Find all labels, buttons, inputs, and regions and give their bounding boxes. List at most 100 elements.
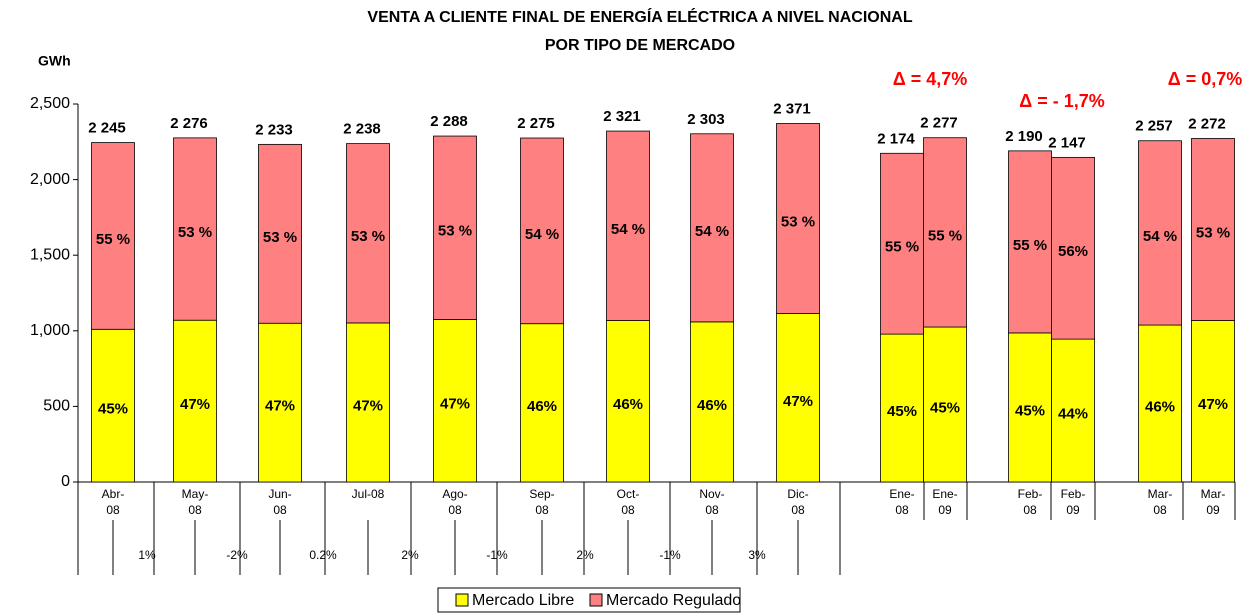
y-tick-label: 1,500: [30, 246, 70, 263]
x-tick-label: Ago-08: [442, 487, 468, 517]
x-tick-label: Ene-08: [889, 487, 915, 517]
bar-segment: [520, 137, 564, 325]
bar-segment: [1008, 332, 1052, 483]
x-tick-label: Oct-08: [616, 487, 640, 517]
segment-label: 53 %: [351, 228, 385, 245]
bar-segment: [346, 143, 390, 324]
segment-label: 53 %: [178, 224, 212, 241]
change-label: -1%: [486, 548, 508, 562]
chart-subtitle: POR TIPO DE MERCADO: [545, 37, 735, 54]
legend-swatch: [589, 593, 603, 607]
bar-segment: [776, 313, 820, 483]
change-label: 2%: [401, 548, 419, 562]
total-label: 2 174: [877, 130, 915, 147]
x-tick-label: Feb-08: [1017, 487, 1043, 517]
annotation: Δ = 4,7%: [893, 69, 967, 89]
change-label: -2%: [226, 548, 248, 562]
bar-segment: [173, 137, 217, 321]
x-tick-label: May-08: [181, 487, 209, 517]
segment-label: 56%: [1058, 243, 1088, 260]
total-label: 2 277: [920, 115, 958, 132]
segment-label: 53 %: [781, 214, 815, 231]
change-label: 3%: [748, 548, 766, 562]
segment-label: 45%: [887, 403, 917, 420]
total-label: 2 276: [170, 115, 208, 132]
x-tick-label: Jun-08: [268, 487, 292, 517]
annotation: Δ = 0,7%: [1168, 69, 1242, 89]
change-label: 1%: [138, 548, 156, 562]
total-label: 2 272: [1188, 115, 1226, 132]
total-label: 2 257: [1135, 118, 1173, 135]
x-tick-label: Abr-08: [101, 487, 125, 517]
total-label: 2 303: [687, 111, 725, 128]
x-tick-label: Mar-08: [1147, 487, 1173, 517]
y-tick-label: 1,000: [30, 322, 70, 339]
bar-segment: [91, 142, 135, 330]
bar-segment: [173, 319, 217, 483]
segment-label: 55 %: [885, 239, 919, 256]
segment-label: 46%: [697, 397, 727, 414]
bar-segment: [1138, 140, 1182, 326]
total-label: 2 321: [603, 108, 641, 125]
bar-segment: [433, 319, 477, 483]
segment-label: 54 %: [1143, 228, 1177, 245]
bar-segment: [776, 123, 820, 314]
annotation: Δ = - 1,7%: [1019, 91, 1104, 111]
bar-segment: [690, 133, 734, 323]
segment-label: 53 %: [263, 229, 297, 246]
segment-label: 47%: [265, 398, 295, 415]
segment-label: 44%: [1058, 406, 1088, 423]
segment-label: 47%: [180, 396, 210, 413]
bar-segment: [91, 328, 135, 483]
total-label: 2 288: [430, 113, 468, 130]
chart-title: VENTA A CLIENTE FINAL DE ENERGÍA ELÉCTRI…: [367, 7, 912, 26]
legend-label: Mercado Regulado: [606, 592, 741, 609]
segment-label: 53 %: [438, 223, 472, 240]
change-label: 2%: [576, 548, 594, 562]
segment-label: 54 %: [611, 221, 645, 238]
segment-label: 46%: [1145, 398, 1175, 415]
bar-segment: [1191, 320, 1235, 483]
legend-label: Mercado Libre: [472, 592, 574, 609]
segment-label: 55 %: [96, 231, 130, 248]
bar-segment: [690, 321, 734, 483]
bar-segment: [258, 143, 302, 324]
segment-label: 54 %: [695, 223, 729, 240]
change-label: -1%: [659, 548, 681, 562]
segment-label: 47%: [353, 397, 383, 414]
segment-label: 47%: [440, 396, 470, 413]
bar-segment: [880, 333, 924, 483]
legend-box: [437, 587, 741, 613]
bar-segment: [880, 152, 924, 335]
change-label: 0.2%: [309, 548, 337, 562]
x-tick-label: Jul-08: [351, 487, 385, 501]
segment-label: 46%: [613, 396, 643, 413]
segment-label: 46%: [527, 398, 557, 415]
bar-segment: [1191, 138, 1235, 321]
x-tick-label: Nov-08: [699, 487, 725, 517]
total-label: 2 238: [343, 121, 381, 138]
bar-segment: [258, 322, 302, 483]
bar-segment: [433, 135, 477, 320]
segment-label: 45%: [930, 399, 960, 416]
y-tick-label: 500: [43, 398, 70, 415]
bar-segment: [606, 320, 650, 483]
segment-label: 54 %: [525, 226, 559, 243]
y-tick-label: 0: [61, 473, 70, 490]
total-label: 2 245: [88, 120, 126, 137]
total-label: 2 275: [517, 115, 555, 132]
segment-label: 55 %: [928, 227, 962, 244]
segment-label: 45%: [1015, 402, 1045, 419]
total-label: 2 233: [255, 121, 293, 138]
segment-label: 47%: [783, 393, 813, 410]
segment-label: 55 %: [1013, 237, 1047, 254]
segment-label: 47%: [1198, 396, 1228, 413]
bar-segment: [923, 137, 967, 328]
x-tick-label: Dic-08: [787, 487, 809, 517]
y-axis-label: GWh: [38, 53, 71, 69]
x-tick-label: Mar-09: [1200, 487, 1226, 517]
y-tick-label: 2,000: [30, 171, 70, 188]
segment-label: 53 %: [1196, 224, 1230, 241]
bar-segment: [606, 130, 650, 321]
